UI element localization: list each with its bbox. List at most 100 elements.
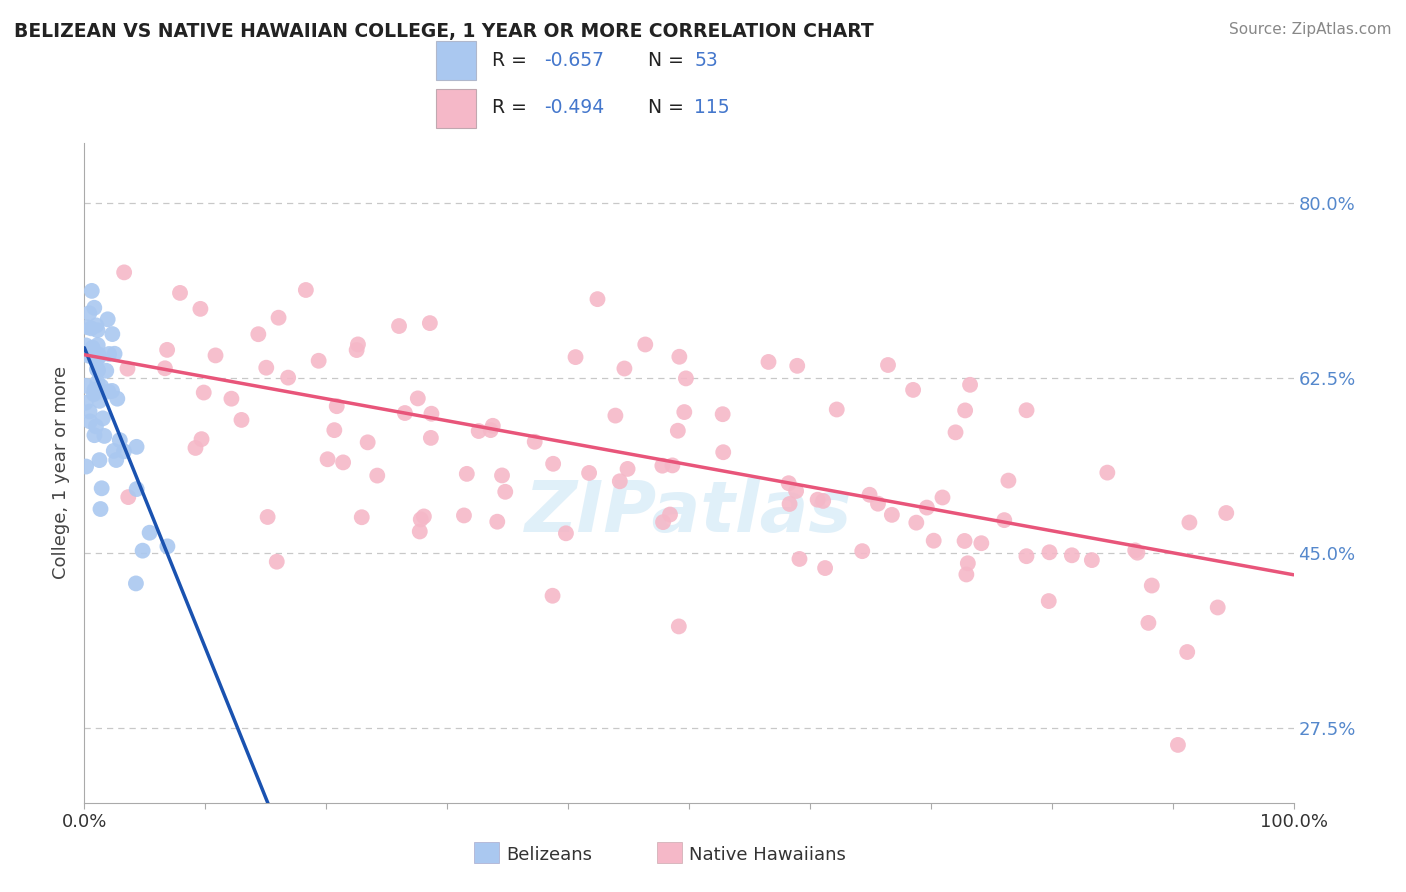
Point <box>419 316 441 330</box>
Point <box>101 384 124 398</box>
Point <box>1015 549 1038 564</box>
Point <box>323 423 346 437</box>
Point <box>711 407 734 421</box>
Point <box>541 457 564 471</box>
Point <box>90 379 112 393</box>
Point <box>117 361 139 376</box>
Point <box>866 497 889 511</box>
Point <box>1137 615 1160 630</box>
Point <box>108 433 131 447</box>
Point <box>156 343 179 357</box>
Point <box>388 319 411 334</box>
Point <box>156 540 179 554</box>
Text: -0.494: -0.494 <box>544 98 605 118</box>
Point <box>1060 549 1083 563</box>
Point <box>959 377 981 392</box>
Point <box>89 502 111 516</box>
Text: 53: 53 <box>695 52 718 70</box>
Point <box>316 452 339 467</box>
Point <box>956 556 979 570</box>
Point <box>1126 546 1149 560</box>
Point <box>254 360 277 375</box>
Point <box>89 453 111 467</box>
Text: BELIZEAN VS NATIVE HAWAIIAN COLLEGE, 1 YEAR OR MORE CORRELATION CHART: BELIZEAN VS NATIVE HAWAIIAN COLLEGE, 1 Y… <box>14 22 873 41</box>
Point <box>905 516 928 530</box>
Point <box>125 440 148 454</box>
Point <box>877 358 900 372</box>
Point <box>785 483 807 498</box>
Point <box>409 524 432 539</box>
Point <box>651 458 673 473</box>
Point <box>75 459 97 474</box>
Point <box>673 405 696 419</box>
Point <box>419 431 441 445</box>
Point <box>125 576 148 591</box>
Point <box>75 396 97 410</box>
Point <box>661 458 683 473</box>
Point <box>308 353 330 368</box>
Point <box>564 350 586 364</box>
Point <box>578 466 600 480</box>
Point <box>77 349 100 363</box>
Point <box>778 476 800 491</box>
Point <box>247 327 270 342</box>
Point <box>169 285 191 300</box>
Point <box>87 350 110 364</box>
Point <box>605 409 627 423</box>
Point <box>1167 738 1189 752</box>
Point <box>83 301 105 315</box>
Point <box>786 359 808 373</box>
Point <box>153 361 176 376</box>
Point <box>350 510 373 524</box>
Text: N =: N = <box>648 98 690 118</box>
Point <box>91 411 114 425</box>
Point <box>1015 403 1038 417</box>
Point <box>479 423 502 437</box>
Point <box>190 432 212 446</box>
Point <box>711 445 734 459</box>
Point <box>409 512 432 526</box>
Point <box>652 515 675 529</box>
Point <box>541 589 564 603</box>
Point <box>1215 506 1237 520</box>
Point <box>494 484 516 499</box>
Point <box>97 384 120 399</box>
Point <box>901 383 924 397</box>
Point <box>659 508 682 522</box>
Point <box>1038 594 1060 608</box>
Point <box>75 338 97 352</box>
Point <box>295 283 318 297</box>
Point <box>93 429 115 443</box>
Point <box>953 403 976 417</box>
Point <box>997 474 1019 488</box>
Point <box>586 292 609 306</box>
Point <box>811 494 834 508</box>
Point <box>420 407 443 421</box>
Point <box>83 383 105 397</box>
Point <box>79 404 101 418</box>
Point <box>105 453 128 467</box>
Point <box>204 348 226 362</box>
Point <box>190 301 212 316</box>
FancyBboxPatch shape <box>436 89 475 128</box>
Point <box>86 323 108 337</box>
Point <box>90 481 112 495</box>
Point <box>931 491 953 505</box>
Point <box>97 312 120 326</box>
Point <box>807 492 830 507</box>
Point <box>332 455 354 469</box>
Point <box>1178 516 1201 530</box>
Point <box>138 525 160 540</box>
Point <box>970 536 993 550</box>
Point <box>668 350 690 364</box>
Point <box>922 533 945 548</box>
Point <box>609 475 631 489</box>
Point <box>84 318 107 333</box>
Point <box>634 337 657 351</box>
Point <box>668 619 690 633</box>
Point <box>486 515 509 529</box>
Text: Native Hawaiians: Native Hawaiians <box>689 846 846 863</box>
Point <box>325 399 347 413</box>
Point <box>616 462 638 476</box>
Point <box>955 567 977 582</box>
